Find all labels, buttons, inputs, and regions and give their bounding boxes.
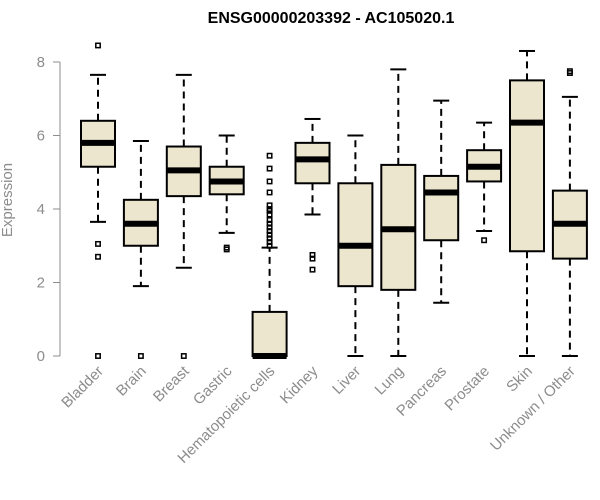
outlier-point [95,353,101,359]
outlier-point [266,178,273,185]
outlier-point [266,165,273,172]
outlier-point [95,253,101,260]
y-tick-label: 2 [37,275,45,292]
outlier-point [95,42,101,49]
box-iqr [251,310,288,357]
box-gastric [208,134,245,253]
box-breast [165,73,202,359]
x-tick-label: Kidney [277,362,322,407]
box-hematopoietic-cells [251,152,288,359]
x-tick-label: Prostate [441,363,493,415]
box-lung [380,68,417,357]
box-prostate [466,121,503,244]
outlier-point [266,211,273,218]
y-tick-label: 0 [37,348,45,365]
outlier-point [566,70,573,76]
x-tick-label: Lung [372,363,408,399]
box-pancreas [423,99,460,304]
outlier-point [95,240,101,247]
outlier-point [481,237,488,244]
outlier-point [266,242,273,249]
box-iqr [294,141,331,185]
y-tick-label: 8 [37,54,45,71]
outlier-point [180,353,187,359]
y-tick-label: 4 [37,201,45,218]
x-tick-label: Skin [503,363,536,396]
x-tick-label: Brain [113,363,150,400]
y-axis-label: Expression [0,163,16,237]
box-brain [122,140,159,359]
outlier-point [266,152,273,159]
box-iqr [423,174,460,242]
box-liver [337,134,374,357]
chart-title: ENSG00000203392 - AC105020.1 [208,10,455,27]
box-bladder [80,42,116,359]
outlier-point [223,246,230,253]
box-skin [509,49,545,357]
y-tick-label: 6 [37,128,45,145]
outlier-point [137,353,144,359]
x-tick-label: Liver [329,363,364,398]
box-iqr [509,79,545,253]
x-tick-label: Breast [150,362,193,405]
x-tick-label: Bladder [58,363,107,412]
outlier-point [309,255,316,262]
y-axis: 0 2 4 6 8 [37,54,61,365]
box-unknown-other [551,68,588,357]
box-iqr [337,182,374,288]
outlier-point [266,189,273,196]
box-kidney [294,117,331,273]
boxplot-series [80,42,588,359]
outlier-point [309,266,316,273]
